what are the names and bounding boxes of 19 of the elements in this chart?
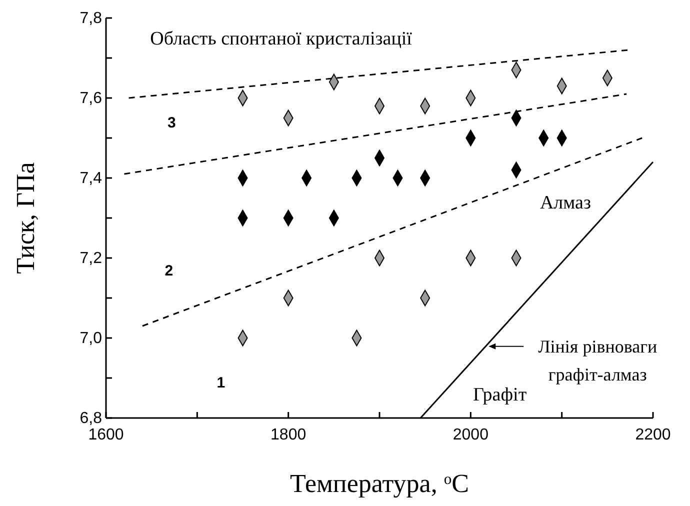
y-tick-label: 7,2 — [80, 250, 102, 268]
annotation: 2 — [164, 262, 174, 280]
legend-label: Лінія рівноваги графіт-алмаз — [538, 336, 658, 384]
x-tick-label: 1800 — [270, 426, 306, 444]
annotation: 1 — [216, 374, 226, 392]
annotation: Алмаз — [540, 192, 592, 214]
x-tick-label: 1600 — [88, 426, 124, 444]
y-tick-label: 7,0 — [80, 330, 102, 348]
x-tick-label: 2200 — [635, 426, 671, 444]
y-axis-title: Тиск, ГПа — [11, 162, 40, 274]
y-tick-label: 7,6 — [80, 90, 102, 108]
x-tick-label: 2000 — [452, 426, 489, 444]
y-tick-label: 7,4 — [80, 170, 102, 188]
annotation: Область спонтаної кристалізації — [150, 28, 413, 50]
annotation: Графіт — [473, 384, 528, 406]
y-tick-label: 7,8 — [80, 10, 102, 28]
annotation: 3 — [167, 114, 176, 132]
y-tick-label: 6,8 — [80, 410, 102, 428]
x-axis-title: Температура, $^{o}$C — [290, 469, 469, 498]
